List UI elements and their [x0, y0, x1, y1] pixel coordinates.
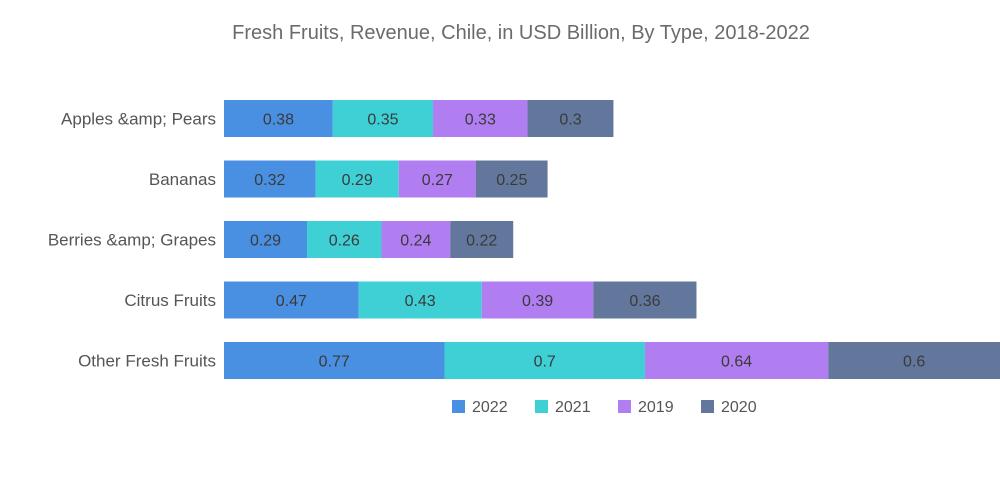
legend-label-2019: 2019 [638, 399, 674, 416]
bar-berries-and-grapes-2021 [307, 221, 382, 258]
category-labels: Apples &amp; Pears Bananas Berries &amp; G… [48, 110, 216, 371]
legend-label-2020: 2020 [721, 399, 757, 416]
legend-swatch-2021 [535, 400, 548, 413]
legend: 2022 2021 2019 2020 [452, 399, 757, 416]
category-label-bananas: Bananas [149, 170, 216, 189]
bar-label-apples-and-pears-2021: 0.35 [367, 112, 398, 129]
legend-swatch-2019 [618, 400, 631, 413]
bar-apples-and-pears-2020 [527, 100, 614, 137]
bar-label-bananas-2021: 0.29 [342, 172, 373, 189]
bar-label-other-fresh-fruits-2021: 0.7 [534, 354, 556, 371]
bar-label-citrus-fruits-2022: 0.47 [276, 293, 307, 310]
bar-label-citrus-fruits-2021: 0.43 [405, 293, 436, 310]
category-label-other-fresh-fruits: Other Fresh Fruits [78, 352, 216, 371]
category-label-citrus-fruits: Citrus Fruits [124, 291, 216, 310]
bar-label-other-fresh-fruits-2022: 0.77 [319, 354, 350, 371]
bar-label-citrus-fruits-2019: 0.39 [522, 293, 553, 310]
legend-label-2021: 2021 [555, 399, 591, 416]
bar-other-fresh-fruits-2021 [444, 342, 645, 379]
bar-citrus-fruits-2020 [593, 281, 697, 319]
bar-apples-and-pears-2022 [224, 100, 333, 137]
bar-label-apples-and-pears-2022: 0.38 [263, 112, 294, 129]
bar-berries-and-grapes-2019 [381, 221, 451, 258]
bar-apples-and-pears-2019 [433, 100, 528, 137]
bar-label-apples-and-pears-2020: 0.3 [559, 112, 581, 129]
bar-apples-and-pears-2021 [332, 100, 434, 137]
bar-berries-and-grapes-2022 [224, 221, 308, 258]
bar-bananas-2019 [398, 160, 476, 198]
chart-title: Fresh Fruits, Revenue, Chile, in USD Bil… [232, 22, 810, 44]
bar-label-berries-and-grapes-2022: 0.29 [250, 233, 281, 250]
category-label-apples-and-pears: Apples &amp; Pears [61, 110, 216, 129]
bar-other-fresh-fruits-2019 [644, 342, 829, 379]
bar-citrus-fruits-2019 [481, 281, 594, 319]
bar-other-fresh-fruits-2022 [224, 342, 445, 379]
bar-label-apples-and-pears-2019: 0.33 [465, 112, 496, 129]
bar-label-berries-and-grapes-2020: 0.22 [466, 233, 497, 250]
category-label-berries-and-grapes: Berries &amp; Grapes [48, 231, 216, 250]
bar-label-bananas-2020: 0.25 [496, 172, 527, 189]
bar-bananas-2022 [224, 160, 316, 198]
bar-label-other-fresh-fruits-2020: 0.6 [903, 354, 925, 371]
bar-label-bananas-2019: 0.27 [422, 172, 453, 189]
bars [224, 100, 1000, 379]
bar-bananas-2021 [315, 160, 399, 198]
legend-swatch-2022 [452, 400, 465, 413]
legend-swatch-2020 [701, 400, 714, 413]
bar-label-other-fresh-fruits-2019: 0.64 [721, 354, 752, 371]
legend-label-2022: 2022 [472, 399, 508, 416]
bar-other-fresh-fruits-2020 [828, 342, 1000, 379]
bar-value-labels: 0.38 0.35 0.33 0.3 0.32 0.29 0.27 0.25 0.29 0.26 0… [250, 112, 925, 371]
bar-berries-and-grapes-2020 [450, 221, 514, 258]
bar-bananas-2020 [475, 160, 548, 198]
bar-citrus-fruits-2022 [224, 281, 359, 319]
bar-label-citrus-fruits-2020: 0.36 [629, 293, 660, 310]
bar-citrus-fruits-2021 [358, 281, 482, 319]
bar-label-bananas-2022: 0.32 [254, 172, 285, 189]
bar-label-berries-and-grapes-2019: 0.24 [400, 233, 431, 250]
bar-label-berries-and-grapes-2021: 0.26 [329, 233, 360, 250]
